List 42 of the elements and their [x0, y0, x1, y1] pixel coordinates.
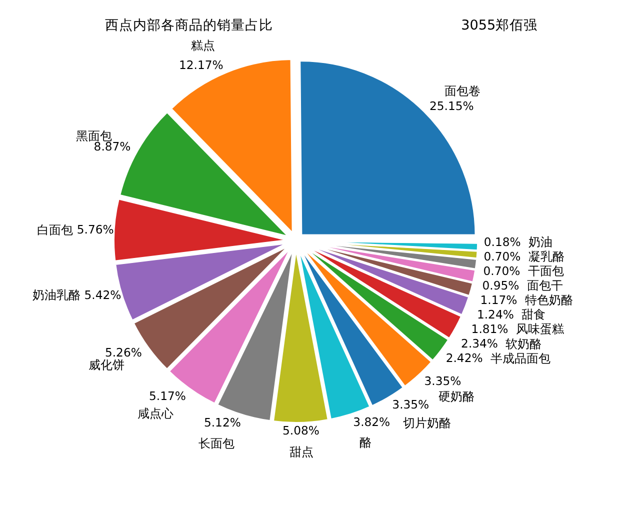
slice-label: 白面包	[37, 222, 74, 237]
data-label: 0.18%	[484, 234, 521, 249]
slice-label: 切片奶酪	[403, 416, 452, 430]
slice-label: 威化饼	[88, 358, 125, 372]
data-label: 2.42%	[446, 351, 483, 366]
chart-subtitle: 3055郑佰强	[461, 17, 538, 34]
data-label: 1.81%	[471, 322, 508, 336]
data-label: 3.35%	[424, 374, 462, 388]
slice-label: 酪	[360, 435, 372, 450]
slice-label: 硬奶酪	[438, 390, 475, 404]
data-label: 5.76%	[76, 222, 114, 237]
data-label: 3.35%	[392, 398, 430, 412]
data-label: 2.34%	[461, 336, 498, 351]
chart-title: 西点内部各商品的销量占比	[105, 17, 274, 34]
slice-label: 咸点心	[138, 406, 174, 420]
slice-label: 长面包	[198, 436, 235, 450]
data-label: 5.17%	[149, 388, 186, 403]
slice-label: 奶油乳酪	[32, 288, 80, 302]
slice-label: 甜食	[522, 308, 546, 322]
data-label: 0.95%	[482, 278, 520, 292]
data-label: 5.08%	[282, 424, 320, 438]
slice-label: 特色奶酪	[524, 293, 573, 308]
slice-label: 半成品面包	[490, 351, 550, 366]
data-label: 5.26%	[104, 345, 142, 360]
slice-label: 糕点	[191, 38, 216, 53]
data-label: 0.70%	[484, 249, 521, 264]
data-label: 1.17%	[480, 292, 518, 307]
slice-label: 风味蛋糕	[516, 322, 564, 336]
slice-label: 干面包	[528, 264, 564, 278]
slice-label: 甜点	[290, 445, 314, 460]
data-label: 3.82%	[353, 414, 390, 429]
data-label: 12.17%	[178, 58, 224, 72]
data-label: 5.42%	[84, 288, 122, 302]
slice-label: 凝乳酪	[528, 250, 564, 264]
data-label: 25.15%	[430, 98, 474, 113]
slice-label: 面包卷	[444, 84, 481, 98]
slice-label: 软奶酪	[506, 336, 542, 351]
slice-label: 奶油	[528, 234, 552, 249]
data-label: 5.12%	[204, 416, 241, 430]
data-label: 0.70%	[483, 264, 520, 278]
data-label: 1.24%	[476, 308, 514, 322]
slice-label: 面包干	[526, 278, 563, 293]
